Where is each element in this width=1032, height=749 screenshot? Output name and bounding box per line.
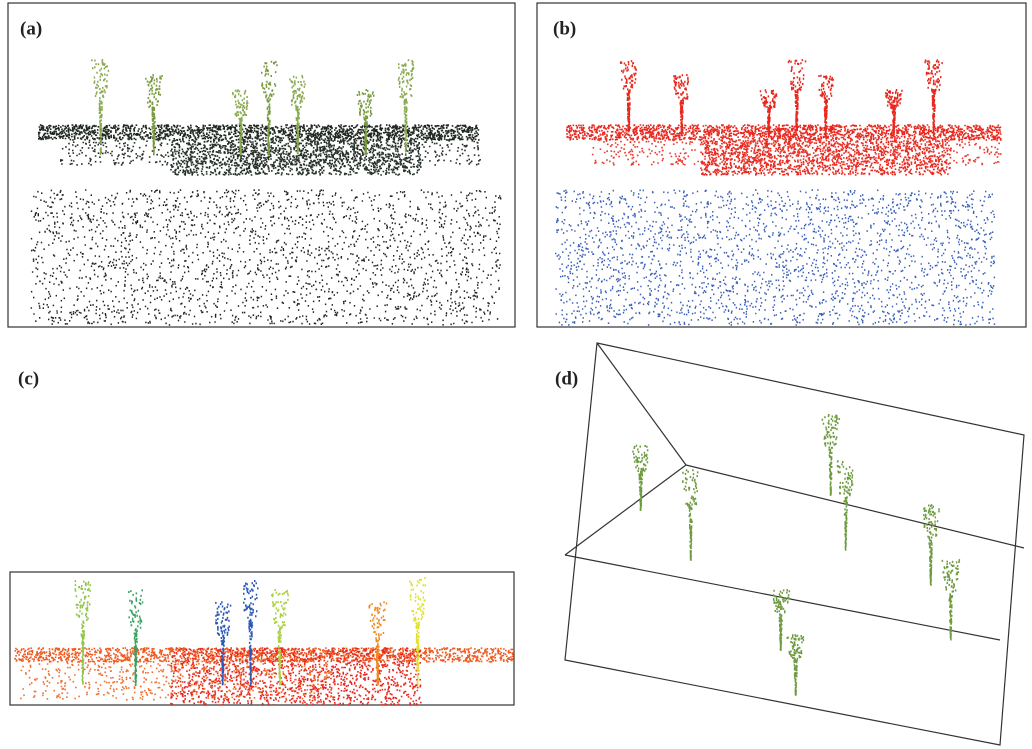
plant — [788, 60, 807, 134]
plant — [91, 60, 109, 154]
plant — [682, 470, 698, 560]
plant — [145, 75, 163, 154]
plant — [409, 578, 426, 684]
plant — [75, 581, 91, 684]
point-cloud — [31, 190, 502, 325]
plant — [271, 590, 289, 685]
panel-c-frame — [10, 572, 514, 705]
plant — [128, 590, 143, 685]
point-cloud — [566, 125, 1002, 140]
panel-a-frame — [8, 3, 515, 327]
plant — [885, 90, 903, 135]
panel-label: (b) — [553, 18, 576, 39]
panel-label: (c) — [18, 368, 39, 389]
plant — [822, 415, 840, 495]
figure: (a) (b) (c) (d) — [0, 0, 1032, 749]
plant — [232, 90, 248, 154]
panel-d-box — [565, 343, 1024, 745]
plant — [357, 90, 375, 154]
plant — [787, 635, 805, 695]
panel-label: (d) — [555, 368, 578, 389]
plant — [923, 505, 940, 585]
plant — [924, 60, 943, 134]
plant — [632, 446, 648, 510]
point-cloud — [38, 125, 480, 140]
panel-label: (a) — [20, 18, 42, 39]
point-cloud — [555, 190, 995, 325]
plant — [818, 76, 834, 134]
point-cloud — [700, 140, 951, 175]
plant — [620, 61, 637, 135]
plant — [942, 560, 961, 639]
point-cloud — [170, 140, 421, 175]
